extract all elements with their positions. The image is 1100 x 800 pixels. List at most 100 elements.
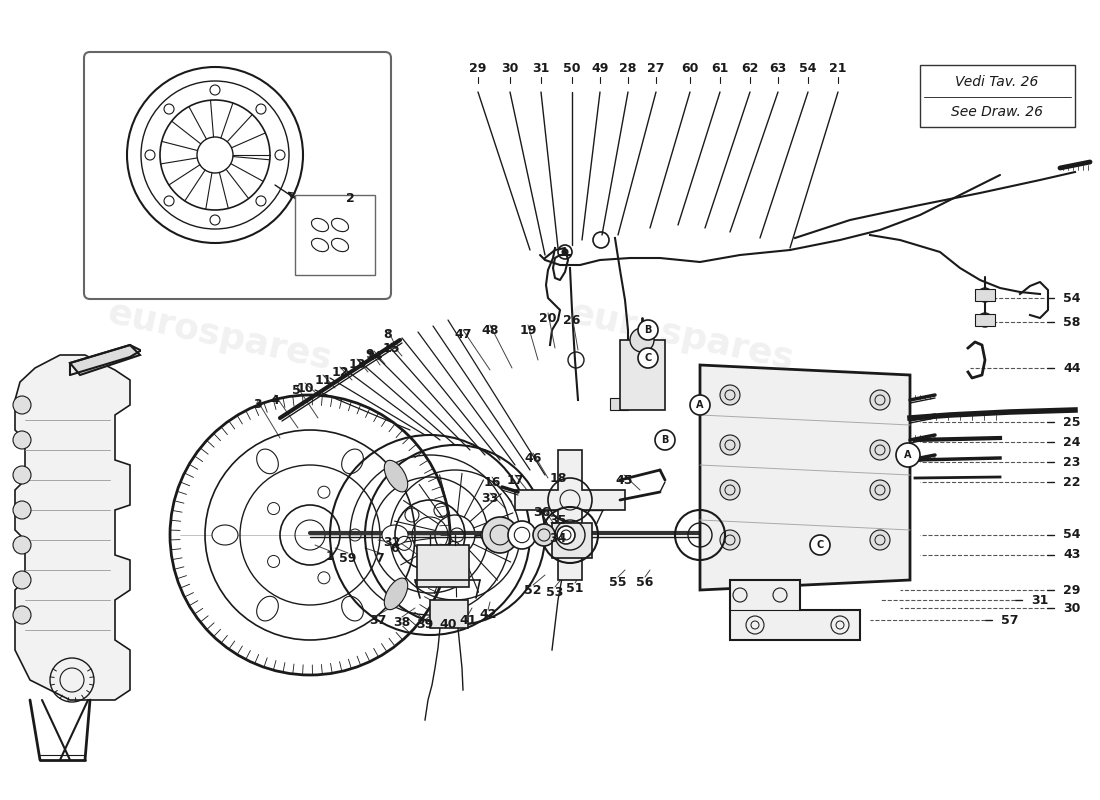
Text: 41: 41 — [460, 614, 476, 626]
Text: 26: 26 — [563, 314, 581, 326]
Text: 30: 30 — [1064, 602, 1080, 614]
Text: 44: 44 — [1064, 362, 1080, 374]
Text: 12: 12 — [331, 366, 349, 378]
Circle shape — [690, 395, 710, 415]
Text: 52: 52 — [525, 583, 541, 597]
Text: 35: 35 — [549, 514, 566, 526]
Text: See Draw. 26: See Draw. 26 — [952, 105, 1043, 119]
Text: 13: 13 — [349, 358, 365, 370]
Text: 63: 63 — [769, 62, 786, 74]
Circle shape — [638, 348, 658, 368]
Text: 2: 2 — [345, 191, 354, 205]
Circle shape — [13, 606, 31, 624]
Text: B: B — [645, 325, 651, 335]
Bar — [552, 523, 592, 558]
Text: 16: 16 — [483, 475, 500, 489]
Ellipse shape — [342, 596, 363, 621]
Text: 58: 58 — [1064, 315, 1080, 329]
Text: A: A — [904, 450, 912, 460]
Text: 20: 20 — [539, 311, 557, 325]
Ellipse shape — [342, 449, 363, 474]
Ellipse shape — [481, 526, 516, 544]
Polygon shape — [730, 580, 860, 640]
Ellipse shape — [382, 525, 408, 545]
Circle shape — [720, 435, 740, 455]
Text: 37: 37 — [370, 614, 387, 626]
Text: 56: 56 — [636, 575, 653, 589]
Text: 60: 60 — [681, 62, 698, 74]
Text: 45: 45 — [615, 474, 632, 486]
Text: 51: 51 — [566, 582, 584, 594]
Circle shape — [534, 524, 556, 546]
Circle shape — [557, 526, 575, 544]
Text: 17: 17 — [506, 474, 524, 486]
Circle shape — [720, 480, 740, 500]
Text: 9: 9 — [365, 349, 374, 362]
Bar — [430, 600, 468, 628]
Text: 6: 6 — [390, 542, 399, 554]
Text: 19: 19 — [519, 323, 537, 337]
Text: 15: 15 — [383, 342, 399, 354]
Circle shape — [810, 535, 830, 555]
Circle shape — [13, 501, 31, 519]
Text: 50: 50 — [563, 62, 581, 74]
Polygon shape — [70, 345, 140, 375]
Text: 18: 18 — [549, 471, 566, 485]
Ellipse shape — [212, 525, 238, 545]
Circle shape — [720, 530, 740, 550]
Text: 30: 30 — [502, 62, 519, 74]
Text: 48: 48 — [482, 323, 498, 337]
Text: 55: 55 — [609, 575, 627, 589]
Circle shape — [13, 396, 31, 414]
Circle shape — [482, 517, 518, 553]
Text: 31: 31 — [1032, 594, 1048, 606]
Circle shape — [508, 521, 536, 549]
Text: 7: 7 — [375, 551, 384, 565]
Text: 54: 54 — [1064, 529, 1080, 542]
Bar — [920, 65, 1075, 127]
Text: 4: 4 — [271, 394, 279, 406]
Text: 21: 21 — [829, 62, 847, 74]
Circle shape — [13, 466, 31, 484]
Text: 31: 31 — [532, 62, 550, 74]
Circle shape — [870, 480, 890, 500]
Text: 29: 29 — [470, 62, 486, 74]
Text: 36: 36 — [534, 506, 551, 518]
Circle shape — [978, 288, 992, 302]
Text: 32: 32 — [383, 535, 400, 549]
Bar — [620, 340, 666, 410]
Text: 24: 24 — [1064, 435, 1080, 449]
Circle shape — [870, 390, 890, 410]
Circle shape — [562, 249, 568, 255]
Text: 62: 62 — [741, 62, 759, 74]
Text: 23: 23 — [1064, 455, 1080, 469]
Text: 11: 11 — [315, 374, 332, 386]
Text: 39: 39 — [417, 618, 433, 631]
Ellipse shape — [256, 596, 278, 621]
Text: 22: 22 — [1064, 475, 1080, 489]
Polygon shape — [700, 365, 910, 590]
Text: 40: 40 — [439, 618, 456, 631]
Text: 34: 34 — [549, 531, 566, 545]
Polygon shape — [15, 355, 130, 700]
Text: eurospares: eurospares — [566, 296, 798, 376]
Text: 27: 27 — [647, 62, 664, 74]
Text: 29: 29 — [1064, 583, 1080, 597]
Text: 57: 57 — [1001, 614, 1019, 626]
Circle shape — [654, 430, 675, 450]
Ellipse shape — [384, 460, 408, 492]
Bar — [295, 195, 375, 275]
Bar — [610, 398, 628, 410]
Bar — [417, 545, 469, 587]
Circle shape — [870, 530, 890, 550]
Bar — [975, 314, 996, 326]
Text: 54: 54 — [800, 62, 816, 74]
Circle shape — [896, 443, 920, 467]
Text: 38: 38 — [394, 615, 410, 629]
Text: 33: 33 — [482, 491, 498, 505]
Text: 54: 54 — [1064, 291, 1080, 305]
Circle shape — [13, 571, 31, 589]
Text: 47: 47 — [454, 329, 472, 342]
Text: C: C — [816, 540, 824, 550]
Text: B: B — [661, 435, 669, 445]
